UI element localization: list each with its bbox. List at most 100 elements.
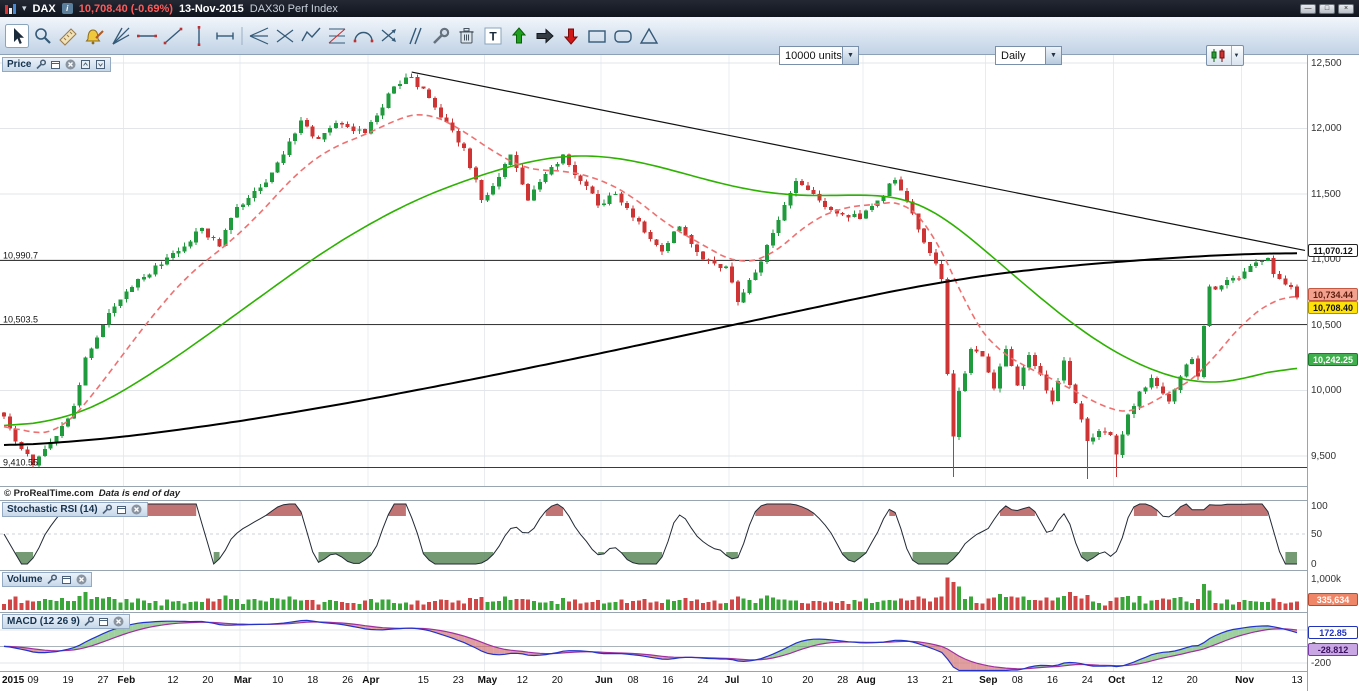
y-axis-label: 100 <box>1311 501 1328 512</box>
tool-rectangle-icon[interactable] <box>588 30 606 43</box>
panel-divider <box>0 500 1359 501</box>
x-axis-label: 15 <box>417 675 429 686</box>
y-axis-label: 12,000 <box>1311 123 1342 135</box>
copyright-bar: © ProRealTime.com Data is end of day <box>0 487 1307 500</box>
macd-panel-header: MACD (12 26 9) <box>2 614 130 629</box>
tool-drawing-tools-icon[interactable] <box>433 27 450 44</box>
price-tag: 10,242.25 <box>1308 352 1358 366</box>
tool-delete-trash-icon[interactable] <box>459 28 474 44</box>
volume-close-icon[interactable] <box>75 574 87 586</box>
y-axis-label: 10,000 <box>1311 385 1342 397</box>
tool-text-icon[interactable]: T <box>484 27 502 45</box>
ma-green-line <box>3 155 1298 427</box>
units-dropdown-value: 10000 units <box>785 49 842 62</box>
tool-parallel-lines-icon[interactable] <box>409 27 422 45</box>
symbol-menu-caret-icon[interactable]: ▾ <box>22 3 27 13</box>
tool-zigzag-icon[interactable] <box>301 27 321 42</box>
price-close-icon[interactable] <box>64 59 76 71</box>
x-axis-label: Mar <box>233 675 252 686</box>
symbol-label: DAX <box>32 2 56 15</box>
tool-horizontal-segment-icon[interactable] <box>216 32 234 40</box>
app-icon <box>5 3 16 14</box>
tool-alarm-icon[interactable] <box>85 29 104 45</box>
tool-arrow-down-icon[interactable] <box>563 28 579 45</box>
price-detach-window-icon[interactable] <box>49 59 61 71</box>
candlestick-series <box>2 73 1299 479</box>
x-axis-label: 26 <box>342 675 354 686</box>
tool-triangle-icon[interactable] <box>639 27 659 44</box>
macd-tag: -28.812 <box>1308 642 1358 656</box>
tool-arrow-up-icon[interactable] <box>511 27 527 44</box>
macd-tag: 172.85 <box>1308 626 1358 640</box>
x-axis-label: 16 <box>662 675 674 686</box>
tool-arrow-right-icon[interactable] <box>536 28 554 44</box>
macd-detach-window-icon[interactable] <box>98 616 110 628</box>
svg-text:T: T <box>489 30 497 44</box>
maximize-button[interactable]: □ <box>1319 3 1335 14</box>
macd-signal-line <box>3 621 1298 670</box>
volume-canvas[interactable] <box>0 570 1307 612</box>
chart-style-button[interactable]: ▼ <box>1206 45 1244 66</box>
copyright-brand: © ProRealTime.com <box>4 488 94 499</box>
chart-style-arrow-icon[interactable]: ▼ <box>1231 46 1241 65</box>
tool-arc-icon[interactable] <box>353 31 374 43</box>
tool-horizontal-line-icon[interactable] <box>137 34 157 38</box>
stoch-rsi-canvas[interactable] <box>0 500 1307 570</box>
units-dropdown-arrow-icon[interactable]: ▼ <box>842 47 858 64</box>
tool-trend-fan-icon[interactable] <box>112 27 130 45</box>
tool-crossed-arrows-icon[interactable] <box>381 29 396 42</box>
price-collapse-icon[interactable] <box>79 59 91 71</box>
price-level-label: 10,990.7 <box>3 251 38 261</box>
price-panel-title: Price <box>7 59 32 70</box>
candlestick-style-icon <box>1211 49 1225 62</box>
price-chart-canvas[interactable]: 10,990.7 10,503.5 9,410.55 <box>0 55 1307 486</box>
ma-black-line <box>3 252 1298 446</box>
stoch-settings-wrench-icon[interactable] <box>101 504 113 516</box>
volume-detach-window-icon[interactable] <box>60 574 72 586</box>
tool-cursor[interactable] <box>5 24 29 48</box>
y-axis-label: 9,500 <box>1311 450 1337 462</box>
x-axis: 2015 09 19 27 Feb 12 20 Mar 10 18 26 Apr 15 23 May 12 20… <box>0 672 1307 691</box>
x-axis-label: 27 <box>97 675 109 686</box>
stoch-detach-window-icon[interactable] <box>116 504 128 516</box>
period-dropdown[interactable]: Daily ▼ <box>995 46 1062 65</box>
x-axis-label: 10 <box>761 675 773 686</box>
x-axis-label: 13 <box>907 675 919 686</box>
volume-settings-wrench-icon[interactable] <box>45 574 57 586</box>
x-axis-label: 12 <box>1151 675 1163 686</box>
stoch-close-icon[interactable] <box>131 504 143 516</box>
info-icon[interactable]: i <box>61 3 73 14</box>
x-axis-label: 12 <box>516 675 528 686</box>
price-tag: 11,070.12 <box>1308 244 1358 258</box>
x-axis-label: 13 <box>1291 675 1303 686</box>
tool-zoom-icon[interactable] <box>35 28 51 44</box>
macd-canvas[interactable] <box>0 612 1307 671</box>
tool-rounded-rectangle-icon[interactable] <box>614 30 632 43</box>
close-button[interactable]: × <box>1338 3 1354 14</box>
stoch-panel-header: Stochastic RSI (14) <box>2 502 148 517</box>
price-settings-wrench-icon[interactable] <box>34 59 46 71</box>
tool-ruler-icon[interactable] <box>59 28 77 46</box>
tool-vertical-segment-icon[interactable] <box>197 26 201 46</box>
tool-crossed-lines-icon[interactable] <box>276 29 294 43</box>
macd-settings-wrench-icon[interactable] <box>83 616 95 628</box>
tool-fibonacci-icon[interactable] <box>328 28 346 44</box>
price-expand-icon[interactable] <box>94 59 106 71</box>
period-dropdown-arrow-icon[interactable]: ▼ <box>1045 47 1061 64</box>
last-price-change: 10,708.40 (-0.69%) <box>78 2 173 15</box>
units-dropdown[interactable]: 10000 units ▼ <box>779 46 859 65</box>
minimize-button[interactable]: — <box>1300 3 1316 14</box>
y-axis-label: 10,500 <box>1311 319 1342 331</box>
period-dropdown-value: Daily <box>1001 49 1026 62</box>
volume-panel-header: Volume <box>2 572 93 587</box>
last-date: 13-Nov-2015 <box>178 2 244 15</box>
x-axis-label: 10 <box>272 675 284 686</box>
axis-divider <box>1307 55 1308 691</box>
tool-pitchfork-icon[interactable] <box>249 27 269 45</box>
tool-oblique-line-icon[interactable] <box>163 27 183 45</box>
macd-close-icon[interactable] <box>113 616 125 628</box>
price-panel-header: Price <box>2 57 112 72</box>
x-axis-label: 24 <box>1081 675 1093 686</box>
x-axis-label: Jul <box>724 675 740 686</box>
